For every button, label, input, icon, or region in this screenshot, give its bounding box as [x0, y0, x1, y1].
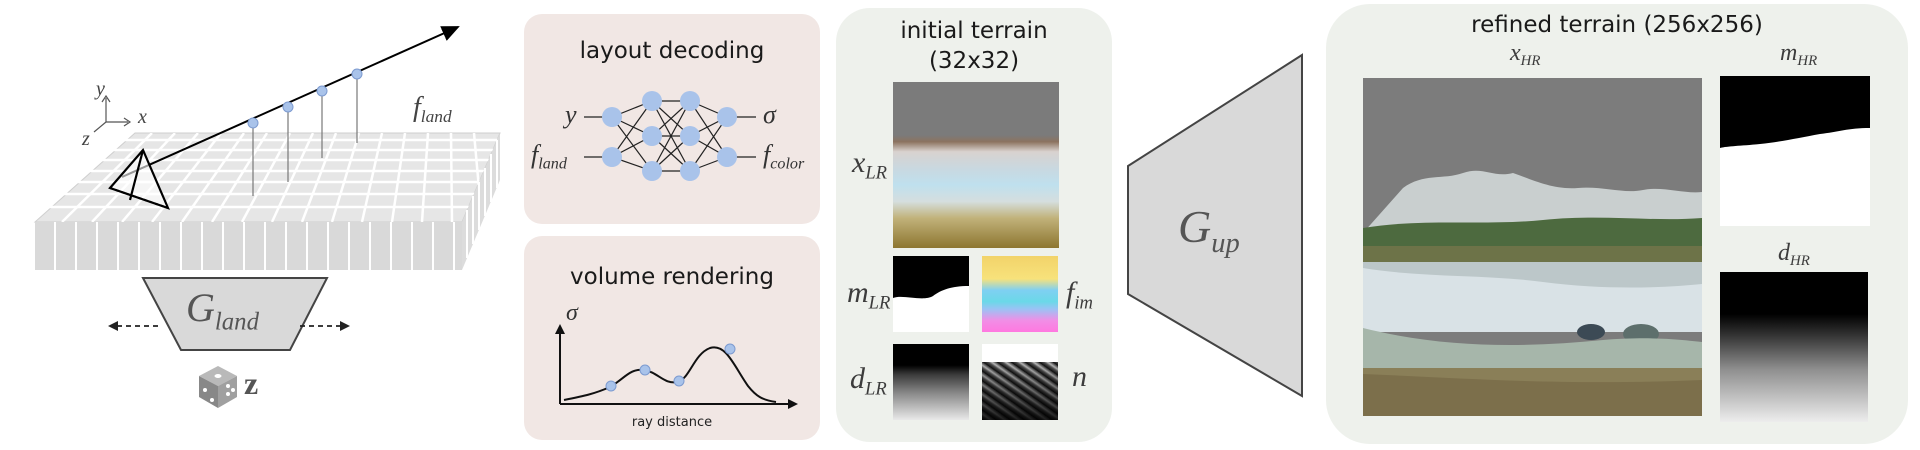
- refined-terrain-title: refined terrain (256x256): [1471, 12, 1763, 38]
- mlp-input-y: y: [565, 100, 577, 129]
- density-plot: [555, 324, 798, 409]
- z-label: z: [244, 365, 259, 401]
- axis-y-label: y: [96, 78, 105, 100]
- g-up-label: Gup: [1178, 201, 1240, 259]
- n-label: n: [1072, 360, 1087, 393]
- f-land-label: fland: [413, 92, 452, 127]
- d-hr-label: dHR: [1778, 240, 1810, 270]
- dice-icon: [199, 366, 237, 408]
- x-hr-image: [1363, 78, 1702, 416]
- m-lr-label: mLR: [847, 276, 891, 314]
- mlp-input-f-land: fland: [531, 140, 567, 173]
- axis-x-label: x: [138, 106, 147, 128]
- layout-decoding-title: layout decoding: [579, 38, 765, 64]
- density-curve: [563, 346, 777, 403]
- initial-terrain-title-line1: initial terrain: [900, 18, 1048, 44]
- d-lr-image: [893, 344, 969, 420]
- x-lr-image: [893, 82, 1059, 248]
- ray-distance-label: ray distance: [631, 415, 713, 430]
- initial-terrain-title: initial terrain (32x32): [836, 16, 1112, 76]
- mlp-output-sigma: σ: [763, 100, 776, 129]
- initial-terrain-title-line2: (32x32): [928, 48, 1020, 74]
- mlp-output-f-color: fcolor: [763, 140, 805, 173]
- n-image: [982, 344, 1058, 420]
- volume-rendering-title: volume rendering: [570, 264, 774, 290]
- x-hr-label: xHR: [1510, 40, 1541, 70]
- volume-rendering-panel: [524, 236, 820, 440]
- m-hr-image: [1720, 76, 1870, 226]
- g-land-label: Gland: [186, 285, 259, 336]
- m-hr-label: mHR: [1780, 40, 1818, 70]
- f-im-label: fim: [1066, 276, 1093, 314]
- m-lr-image: [893, 256, 969, 332]
- g-land-block: [141, 277, 329, 351]
- f-im-image: [982, 256, 1058, 332]
- grid-front: [35, 222, 462, 270]
- g-up-block: [1127, 53, 1303, 398]
- d-lr-label: dLR: [850, 362, 887, 400]
- mlp-diagram: [584, 91, 756, 181]
- axis-z-label: z: [82, 128, 90, 150]
- density-axis-sigma: σ: [566, 300, 578, 326]
- terrain-scene: [33, 26, 501, 408]
- x-lr-label: xLR: [852, 146, 888, 184]
- d-hr-image: [1720, 272, 1868, 422]
